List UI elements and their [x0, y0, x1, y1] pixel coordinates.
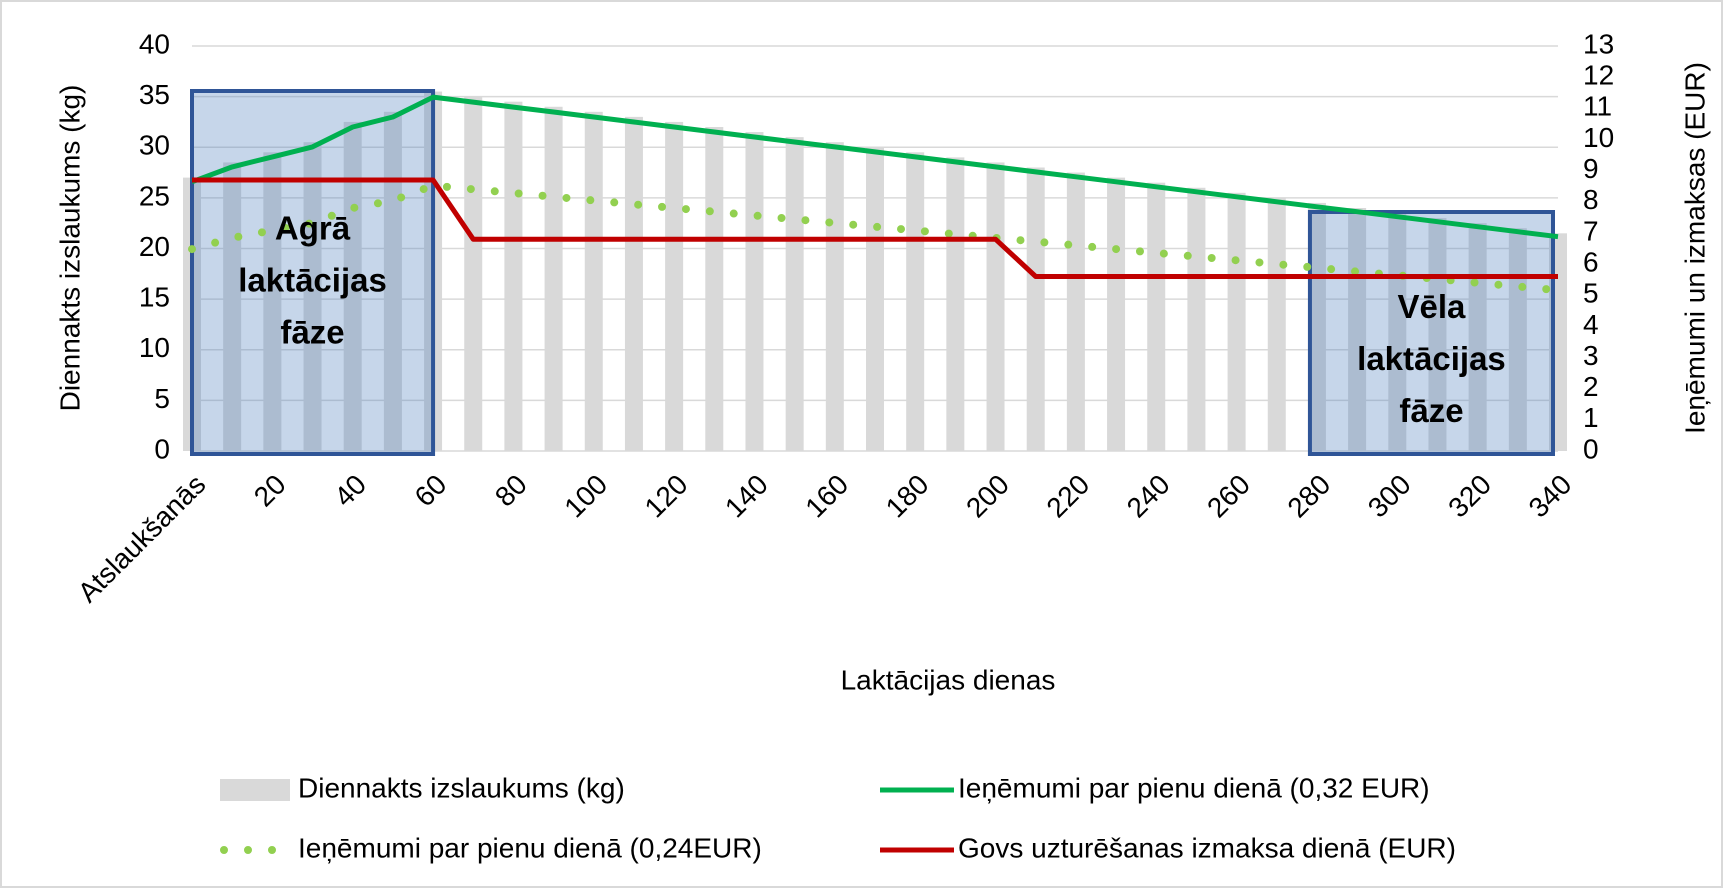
y-tick-label: 20 — [139, 231, 170, 262]
annotation-box — [1307, 210, 1555, 456]
y2-tick-label: 7 — [1583, 215, 1599, 246]
bar — [946, 157, 965, 451]
y-tick-label: 25 — [139, 180, 170, 211]
y-tick-label: 30 — [139, 130, 170, 161]
y2-tick-label: 10 — [1583, 122, 1614, 153]
y2-tick-label: 0 — [1583, 433, 1599, 464]
annotation-text: laktācijas — [1357, 340, 1506, 377]
y2-tick-label: 12 — [1583, 60, 1614, 91]
y-tick-label: 5 — [154, 383, 170, 414]
annotation-text: fāze — [1399, 392, 1463, 429]
legend-label: Ieņēmumi par pienu dienā (0,24EUR) — [298, 832, 762, 863]
y2-tick-label: 1 — [1583, 402, 1599, 433]
bar — [1187, 187, 1206, 451]
bar — [1066, 172, 1085, 451]
bar — [1267, 197, 1286, 451]
bar — [665, 121, 684, 451]
y2-tick-label: 5 — [1583, 278, 1599, 309]
legend-swatch — [220, 779, 290, 801]
bar — [745, 132, 764, 451]
y2-tick-label: 4 — [1583, 309, 1599, 340]
bar — [986, 162, 1005, 451]
line — [191, 94, 1559, 240]
y-tick-label: 0 — [154, 433, 170, 464]
annotation-text: laktācijas — [238, 262, 387, 299]
y-tick-label: 35 — [139, 79, 170, 110]
y-tick-label: 10 — [139, 332, 170, 363]
y-axis-title: Diennakts izslaukums (kg) — [54, 85, 85, 412]
annotation-text: fāze — [280, 314, 344, 351]
bar — [584, 111, 603, 451]
annotation-text: Agrā — [275, 210, 351, 247]
y-tick-label: 15 — [139, 282, 170, 313]
y2-tick-label: 6 — [1583, 246, 1599, 277]
bar — [544, 106, 563, 451]
y-tick-label: 40 — [139, 28, 170, 59]
y2-tick-label: 3 — [1583, 340, 1599, 371]
annotation-box — [190, 89, 436, 456]
y2-tick-label: 9 — [1583, 153, 1599, 184]
legend-label: Diennakts izslaukums (kg) — [298, 772, 625, 803]
bar — [343, 121, 362, 451]
bar — [303, 142, 322, 451]
bar — [1026, 167, 1045, 451]
line — [188, 181, 1562, 295]
bar — [1227, 192, 1246, 451]
legend-label: Govs uzturēšanas izmaksa dienā (EUR) — [958, 832, 1456, 863]
y2-tick-label: 11 — [1583, 91, 1612, 122]
bar — [906, 152, 925, 451]
line — [192, 177, 1558, 279]
bar — [263, 152, 282, 451]
y2-tick-label: 13 — [1583, 28, 1614, 59]
legend-label: Ieņēmumi par pienu dienā (0,32 EUR) — [958, 772, 1430, 803]
y2-tick-label: 2 — [1583, 371, 1599, 402]
y2-tick-label: 8 — [1583, 184, 1599, 215]
x-axis-title: Laktācijas dienas — [841, 664, 1056, 695]
annotation-text: Vēla — [1398, 288, 1467, 325]
bar — [624, 116, 643, 451]
bar — [504, 101, 523, 451]
bar — [1107, 177, 1126, 451]
bar — [464, 96, 483, 451]
bar — [1307, 202, 1326, 451]
y2-axis-title: Ieņēmumi un izmaksas (EUR) — [1679, 62, 1710, 434]
bar — [825, 142, 844, 451]
bar — [866, 147, 884, 451]
bar — [705, 127, 724, 451]
bar — [1147, 182, 1166, 451]
bar — [785, 137, 804, 451]
